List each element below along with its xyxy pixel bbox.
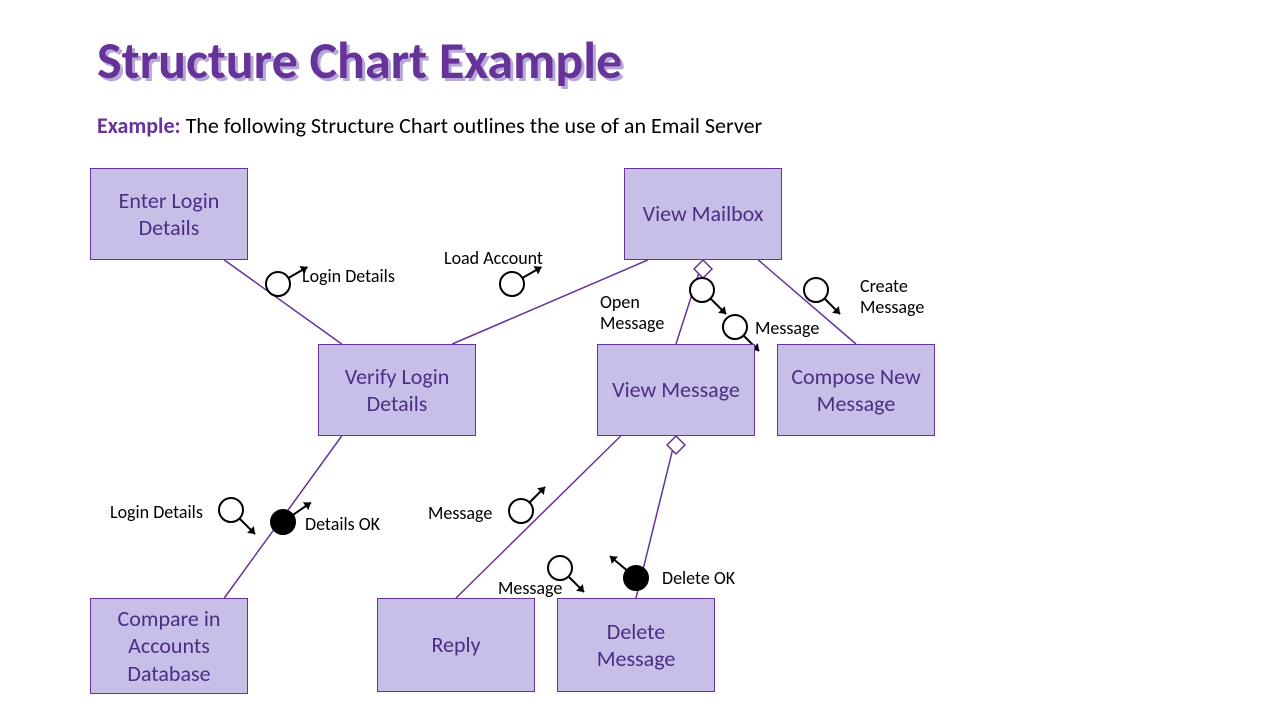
decision-diamond-icon [694,260,712,278]
data-couple-icon [509,499,533,523]
node-enter-login: Enter LoginDetails [90,168,248,260]
node-reply: Reply [377,598,535,692]
couple-label: Login Details [302,266,395,287]
couple-label: Delete OK [662,568,735,589]
node-compare-db: Compare inAccountsDatabase [90,598,248,694]
couple-label: Details OK [305,514,380,535]
couple-label: Message [755,318,819,339]
data-couple-icon [804,278,828,302]
couple-label: Create Message [860,276,924,317]
couple-label: Open Message [600,292,664,333]
control-couple-icon [624,566,648,590]
couple-label: Load Account [444,248,543,269]
couple-label: Login Details [110,502,203,523]
data-couple-icon [690,278,714,302]
data-couple-icon [266,272,290,296]
node-compose-new: Compose NewMessage [777,344,935,436]
data-couple-icon [219,498,243,522]
couple-label: Message [428,503,492,524]
control-couple-icon [271,510,295,534]
data-couple-icon [500,272,524,296]
node-verify-login: Verify LoginDetails [318,344,476,436]
decision-diamond-icon [667,436,685,454]
node-view-mailbox: View Mailbox [624,168,782,260]
node-view-message: View Message [597,344,755,436]
couple-label: Message [498,578,562,599]
node-delete-message: DeleteMessage [557,598,715,692]
data-couple-icon [723,315,747,339]
